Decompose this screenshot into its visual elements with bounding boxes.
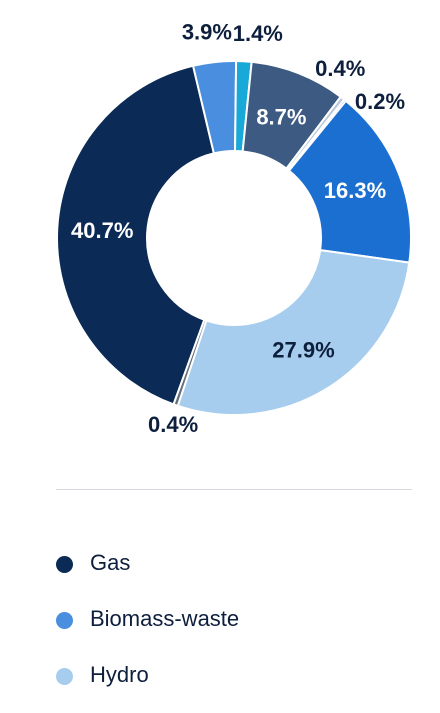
data-label-gas: 40.7% [71, 218, 133, 243]
data-label-item-3: 1.4% [233, 21, 283, 46]
legend-swatch-biomass-waste [56, 612, 73, 629]
legend-label-hydro: Hydro [90, 662, 149, 687]
data-label-hydro: 27.9% [272, 338, 334, 363]
data-label-item-5: 0.4% [315, 56, 365, 81]
legend-swatch-hydro [56, 668, 73, 685]
legend-swatch-gas [56, 556, 73, 573]
donut-slice-hydro [176, 248, 411, 416]
data-label-item-7: 16.3% [324, 178, 386, 203]
legend-label-biomass-waste: Biomass-waste [90, 606, 240, 631]
donut-slice-item-9 [172, 318, 208, 408]
data-label-item-9: 0.4% [148, 412, 198, 437]
donut-chart: 40.7% 3.9% 1.4% 8.7% 0.4% 0.2% 16.3% 27.9% 0.4% [56, 19, 412, 437]
legend-label-gas: Gas [90, 550, 131, 575]
donut-slice-gas [56, 64, 216, 406]
donut-slice-item-7 [287, 99, 412, 264]
data-label-item-4: 8.7% [256, 105, 306, 130]
data-label-item-6: 0.2% [355, 89, 405, 114]
divider [56, 489, 412, 490]
data-label-biomass-waste: 3.9% [182, 19, 232, 44]
